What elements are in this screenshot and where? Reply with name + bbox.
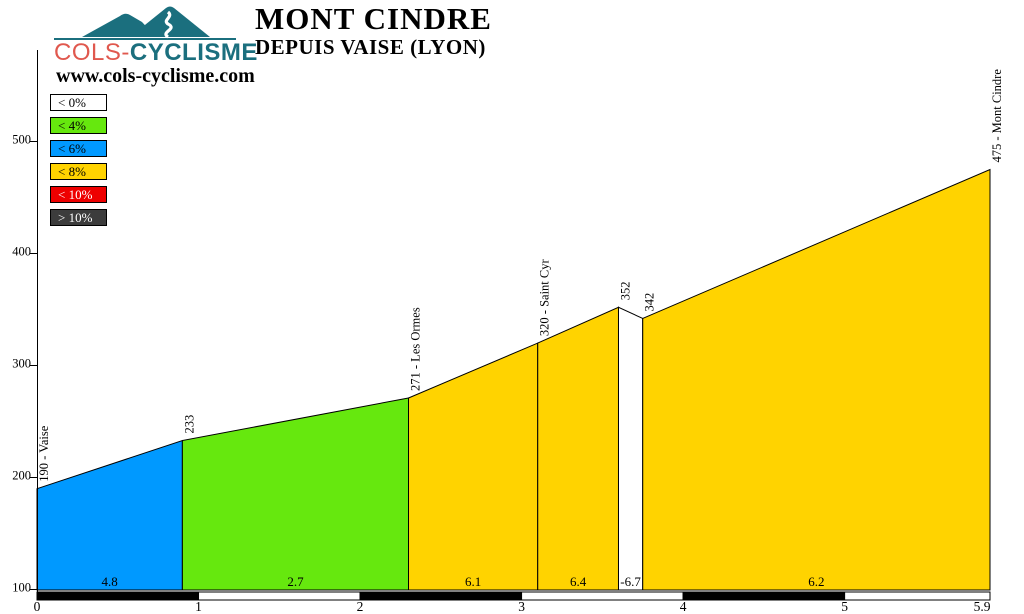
point-label: 320 - Saint Cyr [538, 259, 552, 337]
km-scale-bar-segment [844, 591, 991, 601]
y-tick-label: 500 [12, 133, 31, 147]
x-tick-label: 5 [841, 599, 848, 614]
km-scale-bar-segment [682, 591, 846, 601]
km-scale-bar-segment [359, 591, 523, 601]
gradient-label: -6.7 [620, 574, 641, 589]
gradient-legend: < 0% < 4% < 6% < 8% < 10% > 10% [50, 94, 107, 232]
point-label: 342 [643, 293, 657, 312]
profile-segment [408, 342, 539, 591]
logo-rule [54, 38, 236, 40]
point-label: 190 - Vaise [37, 425, 51, 481]
point-label: 233 [182, 415, 196, 434]
x-tick-label: 5.9 [974, 599, 991, 614]
legend-item: < 0% [50, 94, 107, 111]
y-tick-label: 300 [12, 357, 31, 371]
page-title: MONT CINDRE [255, 1, 492, 36]
legend-item: < 8% [50, 163, 107, 180]
title-block: MONT CINDRE DEPUIS VAISE (LYON) [255, 3, 492, 58]
profile-segment [617, 306, 644, 591]
km-scale-bar-segment [36, 591, 200, 601]
gradient-label: 6.4 [570, 574, 587, 589]
profile-segment [537, 306, 619, 591]
brand-separator: - [121, 39, 130, 66]
x-tick-label: 4 [680, 599, 687, 614]
x-tick-label: 3 [518, 599, 525, 614]
legend-item: < 6% [50, 140, 107, 157]
x-tick-label: 1 [195, 599, 202, 614]
km-scale-bar-segment [521, 591, 684, 601]
profile-segment [642, 168, 991, 591]
profile-segment [36, 439, 183, 591]
point-label: 475 - Mont Cindre [990, 69, 1004, 163]
legend-item: < 4% [50, 117, 107, 134]
gradient-label: 4.8 [102, 574, 118, 589]
brand-part2: CYCLISME [129, 39, 258, 66]
legend-item: > 10% [50, 209, 107, 226]
point-label: 352 [618, 282, 632, 301]
gradient-label: 6.1 [465, 574, 481, 589]
gradient-label: 2.7 [287, 574, 304, 589]
x-tick-label: 0 [34, 599, 41, 614]
point-label: 271 - Les Ormes [409, 307, 423, 391]
x-tick-label: 2 [357, 599, 364, 614]
website-url: www.cols-cyclisme.com [56, 65, 255, 87]
brand-text: COLS-CYCLISME [54, 39, 257, 66]
gradient-label: 6.2 [808, 574, 824, 589]
logo: COLS-CYCLISME [54, 4, 257, 66]
y-tick-label: 100 [12, 581, 31, 595]
profile-segment [181, 397, 410, 591]
brand-part1: COLS [54, 39, 122, 66]
y-tick-label: 400 [12, 245, 31, 259]
mountains-icon [82, 6, 210, 39]
km-scale-bar-segment [198, 591, 361, 601]
legend-item: < 10% [50, 186, 107, 203]
y-tick-label: 200 [12, 469, 31, 483]
page-subtitle: DEPUIS VAISE (LYON) [255, 34, 486, 59]
